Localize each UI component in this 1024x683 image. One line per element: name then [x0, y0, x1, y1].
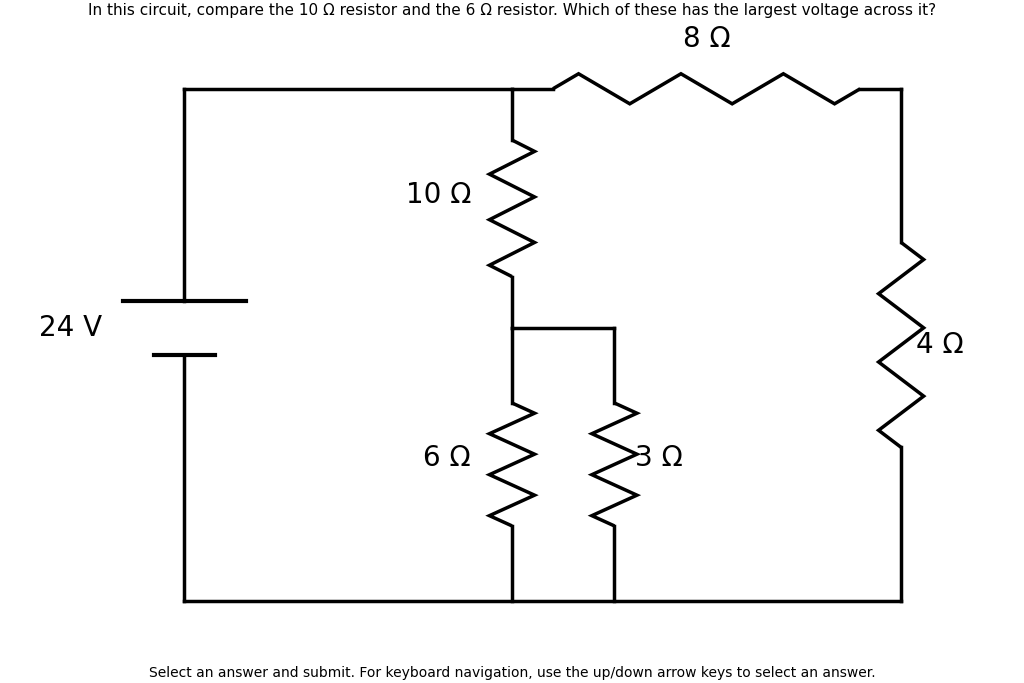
Text: Select an answer and submit. For keyboard navigation, use the up/down arrow keys: Select an answer and submit. For keyboar… [148, 666, 876, 680]
Text: In this circuit, compare the 10 Ω resistor and the 6 Ω resistor. Which of these : In this circuit, compare the 10 Ω resist… [88, 3, 936, 18]
Text: 24 V: 24 V [39, 314, 102, 342]
Text: 4 Ω: 4 Ω [916, 331, 965, 359]
Text: 10 Ω: 10 Ω [406, 181, 471, 208]
Text: 8 Ω: 8 Ω [683, 25, 730, 53]
Text: 6 Ω: 6 Ω [423, 444, 471, 471]
Text: 3 Ω: 3 Ω [635, 444, 683, 471]
